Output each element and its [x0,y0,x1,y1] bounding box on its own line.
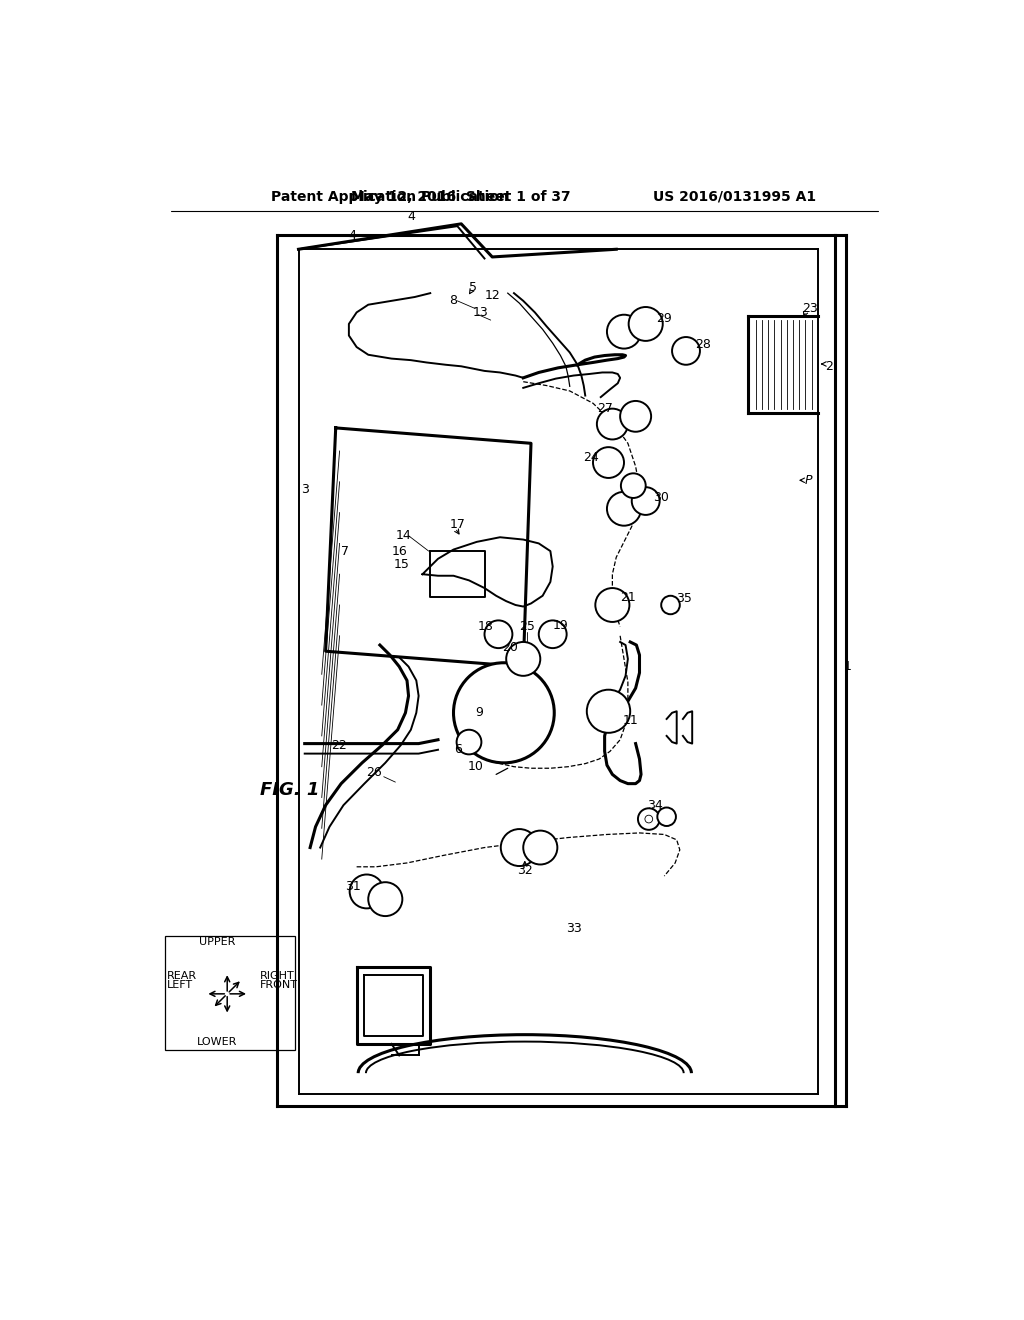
Circle shape [657,808,676,826]
Text: 26: 26 [367,767,382,779]
Text: UPPER: UPPER [199,937,236,948]
Text: 1: 1 [843,660,851,673]
Text: 3: 3 [301,483,308,496]
Text: 19: 19 [553,619,568,631]
Text: FIG. 1: FIG. 1 [260,781,319,799]
Text: 9: 9 [475,706,483,719]
Text: 11: 11 [623,714,638,727]
Text: 4: 4 [349,228,356,242]
Text: 32: 32 [517,865,532,878]
Text: 16: 16 [391,545,408,557]
Text: 35: 35 [677,593,692,606]
Circle shape [484,620,512,648]
Text: 24: 24 [584,450,599,463]
Text: 4: 4 [407,210,415,223]
Circle shape [672,337,700,364]
Bar [165,936,295,1051]
Text: Patent Application Publication: Patent Application Publication [271,190,509,203]
Text: 20: 20 [502,640,518,653]
Text: 18: 18 [478,620,494,634]
Text: 33: 33 [565,921,582,935]
Text: LOWER: LOWER [197,1038,238,1047]
Circle shape [457,730,481,755]
Circle shape [607,492,641,525]
Text: 34: 34 [647,799,663,812]
Circle shape [645,816,652,822]
Text: 8: 8 [450,294,458,308]
Text: 22: 22 [331,739,347,751]
Circle shape [587,689,630,733]
Circle shape [595,589,630,622]
Text: 12: 12 [484,289,500,302]
Text: 17: 17 [450,517,465,531]
Text: 14: 14 [395,529,411,543]
Text: RIGHT: RIGHT [260,972,295,981]
Circle shape [621,401,651,432]
Circle shape [632,487,659,515]
Circle shape [369,882,402,916]
Text: 30: 30 [653,491,669,504]
Text: 21: 21 [620,591,636,603]
Text: 31: 31 [345,879,360,892]
Text: 25: 25 [519,620,536,634]
Text: 15: 15 [393,558,410,572]
Text: 10: 10 [467,760,483,774]
Text: 27: 27 [597,403,612,416]
Text: 2: 2 [825,360,834,372]
Circle shape [539,620,566,648]
Text: 5: 5 [469,281,477,294]
Circle shape [621,474,646,498]
Text: FRONT: FRONT [260,981,298,990]
Circle shape [454,663,554,763]
Circle shape [638,808,659,830]
Text: US 2016/0131995 A1: US 2016/0131995 A1 [653,190,816,203]
Circle shape [593,447,624,478]
Circle shape [597,409,628,440]
Text: May 12, 2016  Sheet 1 of 37: May 12, 2016 Sheet 1 of 37 [351,190,571,203]
Text: P: P [805,474,812,487]
Text: 23: 23 [802,302,818,315]
Text: 13: 13 [473,306,488,319]
Circle shape [501,829,538,866]
Text: 6: 6 [455,743,462,756]
Circle shape [523,830,557,865]
Circle shape [629,308,663,341]
Text: 7: 7 [341,545,349,557]
Text: LEFT: LEFT [167,981,193,990]
Circle shape [349,875,384,908]
Circle shape [662,595,680,614]
Text: REAR: REAR [167,972,197,981]
Circle shape [607,314,641,348]
Circle shape [506,642,541,676]
Text: 28: 28 [695,338,711,351]
Text: 29: 29 [656,312,672,325]
